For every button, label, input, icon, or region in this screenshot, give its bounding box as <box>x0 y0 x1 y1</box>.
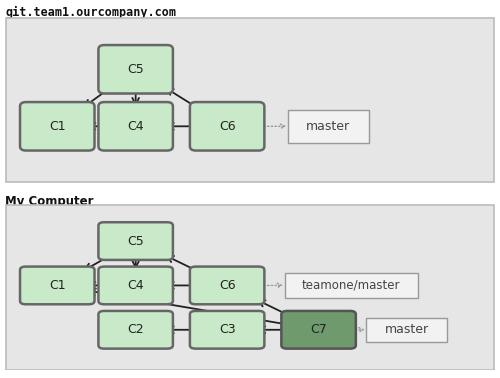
Text: C1: C1 <box>49 120 66 133</box>
FancyBboxPatch shape <box>6 205 494 370</box>
FancyBboxPatch shape <box>98 222 173 260</box>
FancyBboxPatch shape <box>190 102 264 150</box>
Text: C7: C7 <box>310 323 327 336</box>
Text: teamone/master: teamone/master <box>302 279 400 292</box>
Text: C5: C5 <box>128 63 144 76</box>
Text: C1: C1 <box>49 279 66 292</box>
Text: C4: C4 <box>128 279 144 292</box>
FancyBboxPatch shape <box>20 266 94 304</box>
Text: C6: C6 <box>219 120 236 133</box>
FancyBboxPatch shape <box>288 110 369 143</box>
Text: C3: C3 <box>219 323 236 336</box>
FancyBboxPatch shape <box>366 318 448 342</box>
Text: master: master <box>384 323 429 336</box>
FancyBboxPatch shape <box>98 266 173 304</box>
FancyBboxPatch shape <box>190 311 264 349</box>
FancyBboxPatch shape <box>6 18 494 182</box>
Text: master: master <box>306 120 350 133</box>
Text: git.team1.ourcompany.com: git.team1.ourcompany.com <box>5 6 176 19</box>
FancyBboxPatch shape <box>190 266 264 304</box>
Text: C2: C2 <box>128 323 144 336</box>
Text: C5: C5 <box>128 235 144 248</box>
FancyBboxPatch shape <box>20 102 94 150</box>
FancyBboxPatch shape <box>284 273 418 297</box>
Text: C4: C4 <box>128 120 144 133</box>
FancyBboxPatch shape <box>98 45 173 93</box>
FancyBboxPatch shape <box>282 311 356 349</box>
Text: C6: C6 <box>219 279 236 292</box>
FancyBboxPatch shape <box>98 311 173 349</box>
FancyBboxPatch shape <box>98 102 173 150</box>
Text: My Computer: My Computer <box>5 195 94 208</box>
